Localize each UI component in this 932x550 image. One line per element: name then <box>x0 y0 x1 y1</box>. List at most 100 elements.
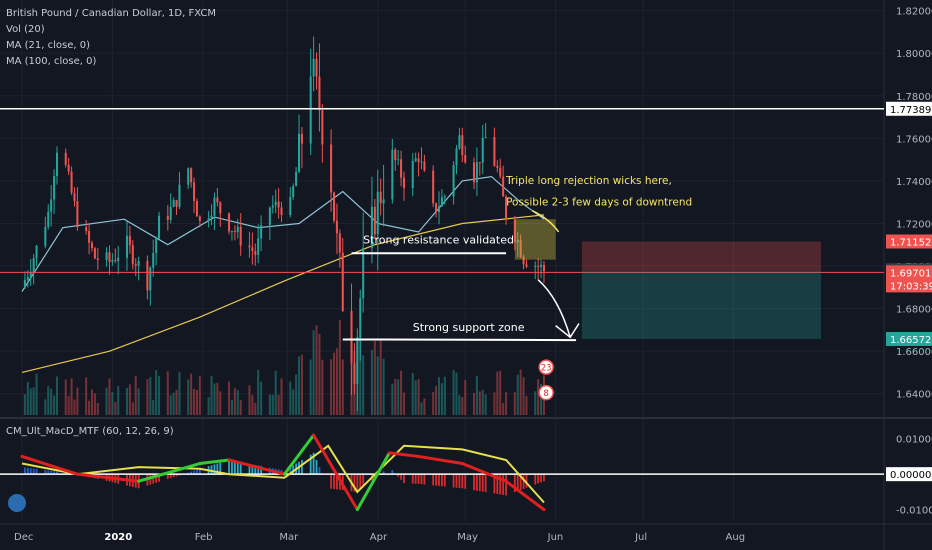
macd-hist-bar <box>155 474 158 483</box>
candle-body <box>117 257 120 262</box>
candle-body <box>166 215 169 220</box>
macd-hist-bar <box>44 470 47 475</box>
macd-line-segment <box>355 451 391 512</box>
candle-body <box>350 310 353 364</box>
time-tick: Mar <box>279 532 299 543</box>
time-tick: Apr <box>370 532 388 543</box>
macd-hist-bar <box>481 474 484 492</box>
volume-bar <box>93 393 96 415</box>
candle-body <box>452 164 455 197</box>
note-line-2: Possible 2-3 few days of downtrend <box>506 196 692 208</box>
candle-body <box>542 264 545 271</box>
candle-body <box>213 197 216 216</box>
macd-hist-bar <box>435 474 437 486</box>
price-label-box <box>886 278 932 293</box>
volume-bar <box>505 392 508 415</box>
volume-bar <box>193 388 196 415</box>
volume-bar <box>29 388 32 415</box>
volume-bar <box>230 399 233 415</box>
volume-bar <box>461 397 464 415</box>
volume-bar <box>114 402 117 415</box>
candle-body <box>534 265 537 267</box>
macd-hist-bar <box>353 474 356 492</box>
support-label: Strong support zone <box>413 321 525 334</box>
macd-hist-bar <box>452 474 455 488</box>
volume-bar <box>131 402 134 415</box>
volume-bar <box>309 359 312 415</box>
volume-bar <box>44 399 47 415</box>
macd-hist-bar <box>158 474 160 482</box>
candle-body <box>321 110 324 145</box>
macd-hist-bar <box>169 474 172 479</box>
price-label: 1.66572 <box>890 335 931 346</box>
macd-hist-bar <box>496 474 499 495</box>
candle-body <box>484 136 487 138</box>
volume-bar <box>271 394 274 415</box>
volume-bar <box>472 392 476 415</box>
volume-bar <box>516 374 519 415</box>
ma100-line <box>21 214 545 373</box>
volume-bar <box>300 354 303 415</box>
candle-body <box>332 192 336 221</box>
volume-bar <box>53 395 56 415</box>
price-label: 1.69701 <box>890 268 931 279</box>
macd-signal-line <box>21 444 545 504</box>
candle-body <box>137 260 140 266</box>
macd-hist-bar <box>458 474 461 489</box>
macd-hist-bar <box>382 471 385 475</box>
macd-hist-bar <box>318 467 321 475</box>
macd-hist-bar <box>301 459 303 475</box>
volume-bar <box>338 320 341 415</box>
price-tick: 1.72000 <box>896 219 932 230</box>
volume-bar <box>70 378 73 415</box>
note-line-1: Triple long rejection wicks here, <box>505 175 672 187</box>
macd-hist-bar <box>443 474 446 487</box>
volume-bar <box>213 383 216 415</box>
macd-hist-bar <box>414 474 417 484</box>
macd-hist-bar <box>53 471 55 475</box>
macd-hist-bar <box>196 469 198 475</box>
tradingview-logo-icon[interactable] <box>8 494 26 512</box>
volume-bar <box>400 370 403 415</box>
volume-bar <box>534 391 537 415</box>
macd-hist-bar <box>411 474 414 484</box>
candle-body <box>402 177 406 189</box>
candle-body <box>64 152 67 165</box>
macd-hist-bar <box>484 474 487 493</box>
volume-bar <box>499 370 502 415</box>
candle-body <box>312 58 315 77</box>
time-tick: May <box>457 532 478 543</box>
support-drawn-line <box>342 338 577 342</box>
candle-body <box>458 135 461 149</box>
macd-hist-bar <box>522 474 525 489</box>
volume-bar <box>315 325 318 415</box>
legend-symbol: British Pound / Canadian Dollar, 1D, FXC… <box>6 8 216 19</box>
macd-line-segment <box>20 454 79 476</box>
volume-bar <box>370 349 373 415</box>
macd-hist-bar <box>190 471 193 475</box>
volume-bar <box>198 376 201 415</box>
candle-body <box>274 201 277 206</box>
candle-body <box>271 205 274 208</box>
price-label-box <box>886 234 932 249</box>
volume-bar <box>359 335 362 415</box>
macd-hist-bar <box>359 474 362 490</box>
volume-bar <box>458 395 461 415</box>
macd-hist-bar <box>513 474 516 493</box>
candle-body <box>513 219 516 243</box>
macd-hist-bar <box>152 474 155 484</box>
macd-hist-bar <box>473 474 475 491</box>
volume-bar <box>76 387 79 415</box>
time-tick: Jun <box>547 532 564 543</box>
candle-body <box>478 162 481 164</box>
macd-zero-label-box <box>886 467 932 482</box>
macd-hist-bar <box>56 471 58 475</box>
volume-bar <box>274 370 277 415</box>
volume-bar <box>50 388 53 415</box>
volume-bar <box>47 386 50 415</box>
volume-bar <box>540 384 543 415</box>
volume-bar <box>464 380 467 415</box>
candle-body <box>330 144 333 193</box>
